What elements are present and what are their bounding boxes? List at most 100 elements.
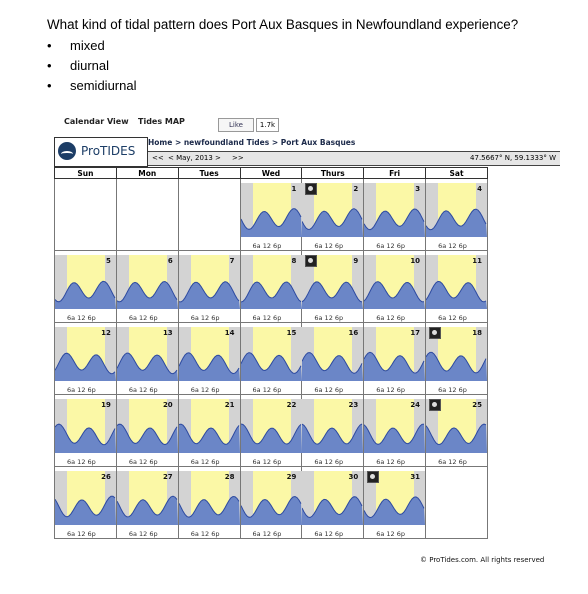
tide-level-line [178,423,240,445]
weekday-sat: Sat [425,167,488,179]
day-cell: 27 6a 12 6p [115,466,179,539]
tides-map-link[interactable]: Tides MAP [138,117,185,126]
protides-logo[interactable]: ProTIDES [54,137,148,167]
day-tide-chart[interactable]: 25 6a 12 6p [426,395,488,466]
day-tide-chart[interactable]: 16 6a 12 6p [302,323,364,394]
day-tide-chart[interactable]: 1 6a 12 6p [240,179,302,250]
day-number: 3 [415,185,421,193]
tide-level-line [240,352,301,374]
day-number: 27 [162,473,173,481]
night-shading [105,255,116,309]
night-shading [166,399,178,453]
night-shading [105,399,116,453]
day-tide-chart[interactable]: 11 6a 12 6p [426,251,488,322]
day-tide-chart[interactable]: 23 6a 12 6p [302,395,364,466]
tide-level-line [240,208,301,230]
day-cell: 11 6a 12 6p [425,250,488,323]
prev-year-link[interactable]: << [152,154,164,162]
moon-phase-icon [367,471,380,483]
day-number: 26 [101,473,111,481]
day-cell: 28 6a 12 6p [177,466,241,539]
day-number: 8 [291,257,297,265]
weekday-tues: Tues [177,167,241,179]
day-tide-chart[interactable]: 29 6a 12 6p [240,467,302,538]
time-axis-labels: 6a 12 6p [376,242,406,250]
day-tide-chart[interactable]: 30 6a 12 6p [302,467,364,538]
day-tide-chart[interactable]: 15 6a 12 6p [240,323,302,394]
day-tide-chart[interactable]: 24 6a 12 6p [364,395,426,466]
day-cell: 6 6a 12 6p [115,250,179,323]
calendar-view-link[interactable]: Calendar View [64,117,129,126]
option-diurnal[interactable]: diurnal [47,58,136,78]
day-tide-chart[interactable]: 2 6a 12 6p [302,179,364,250]
tide-graph [55,471,116,525]
day-tide-chart[interactable]: 27 6a 12 6p [116,467,178,538]
day-tide-chart[interactable]: 31 6a 12 6p [364,467,426,538]
tide-level-line [55,280,116,303]
tide-level-area [426,281,488,309]
tide-graph [55,327,116,381]
day-cell: 30 6a 12 6p [301,466,365,539]
time-axis-labels: 6a 12 6p [252,530,282,538]
time-axis-labels: 6a 12 6p [252,242,282,250]
night-shading [302,471,315,525]
next-year-link[interactable]: >> [232,154,244,162]
tide-graph [426,399,488,453]
day-tide-chart[interactable]: 28 6a 12 6p [178,467,240,538]
night-shading [352,255,364,309]
day-tide-chart[interactable]: 4 6a 12 6p [426,179,488,250]
night-shading [228,327,240,381]
day-number: 28 [224,473,235,481]
day-cell: 7 6a 12 6p [177,250,241,323]
time-axis-labels: 6a 12 6p [376,386,406,394]
day-number: 23 [348,401,359,409]
day-tide-chart[interactable]: 26 6a 12 6p [55,467,116,538]
day-tide-chart[interactable]: 13 6a 12 6p [116,323,178,394]
day-tide-chart[interactable]: 10 6a 12 6p [364,251,426,322]
day-cell: 14 6a 12 6p [177,322,241,395]
time-axis-labels: 6a 12 6p [438,314,467,322]
night-shading [290,399,302,453]
tide-level-line [426,351,487,374]
tide-level-area [240,208,302,237]
tide-level-line [240,281,301,303]
option-mixed[interactable]: mixed [47,38,136,58]
day-number: 9 [353,257,359,265]
like-button[interactable]: Like [218,118,254,132]
month-selector[interactable]: < May, 2013 > [168,154,221,162]
night-shading [476,327,488,381]
time-axis-labels: 6a 12 6p [67,458,96,466]
day-tide-chart[interactable]: 5 6a 12 6p [55,251,116,322]
day-tide-chart[interactable]: 7 6a 12 6p [178,251,240,322]
time-axis-labels: 6a 12 6p [128,530,158,538]
day-tide-chart[interactable]: 21 6a 12 6p [178,395,240,466]
day-tide-chart[interactable]: 19 6a 12 6p [55,395,116,466]
day-tide-chart[interactable]: 18 6a 12 6p [426,323,488,394]
day-cell: 2 6a 12 6p [301,178,365,251]
breadcrumb[interactable]: Home > newfoundland Tides > Port Aux Bas… [148,138,356,147]
day-number: 15 [286,329,297,337]
day-cell: 21 6a 12 6p [177,394,241,467]
day-number: 21 [224,401,235,409]
day-tide-chart[interactable]: 6 6a 12 6p [116,251,178,322]
empty-day-cell [54,178,117,251]
tide-level-area [55,353,116,381]
day-tide-chart[interactable]: 9 6a 12 6p [302,251,364,322]
day-tide-chart[interactable]: 8 6a 12 6p [240,251,302,322]
tide-level-area [116,496,178,525]
day-tide-chart[interactable]: 20 6a 12 6p [116,395,178,466]
night-shading [352,327,364,381]
option-semidiurnal[interactable]: semidiurnal [47,78,136,98]
day-cell: 25 6a 12 6p [425,394,488,467]
day-tide-chart[interactable]: 14 6a 12 6p [178,323,240,394]
day-tide-chart[interactable]: 12 6a 12 6p [55,323,116,394]
tide-level-line [426,208,487,231]
header-bar: Home > newfoundland Tides > Port Aux Bas… [148,137,560,166]
time-axis-labels: 6a 12 6p [128,314,158,322]
tide-level-line [55,495,116,518]
day-tide-chart[interactable]: 17 6a 12 6p [364,323,426,394]
day-number: 19 [101,401,111,409]
day-tide-chart[interactable]: 3 6a 12 6p [364,179,426,250]
day-tide-chart[interactable]: 22 6a 12 6p [240,395,302,466]
time-axis-labels: 6a 12 6p [190,458,220,466]
